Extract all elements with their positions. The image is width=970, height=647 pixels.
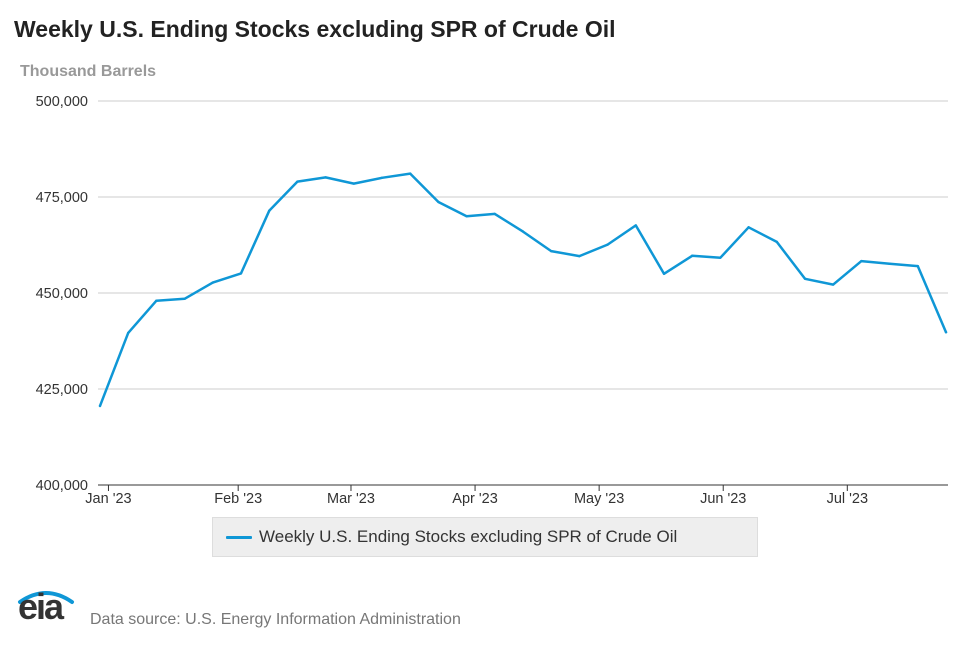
data-point [127, 331, 130, 335]
data-point [183, 297, 186, 300]
data-point [803, 277, 807, 280]
chart-title: Weekly U.S. Ending Stocks excluding SPR … [14, 16, 616, 42]
legend[interactable]: Weekly U.S. Ending Stocks excluding SPR … [212, 517, 758, 557]
legend-item-label[interactable]: Weekly U.S. Ending Stocks excluding SPR … [259, 527, 678, 546]
data-point [719, 256, 722, 259]
eia-logo-icon [18, 591, 74, 604]
y-tick-label: 400,000 [36, 478, 88, 494]
data-point [211, 281, 214, 284]
data-point [578, 254, 581, 258]
y-tick-label: 475,000 [36, 190, 88, 206]
x-tick-label: Feb '23 [214, 491, 262, 507]
data-point [832, 283, 835, 286]
data-point [268, 209, 271, 213]
y-axis-ticks: 400,000 425,000 450,000 475,000 500,000 [36, 94, 88, 494]
data-point [296, 180, 299, 183]
x-tick-label: May '23 [574, 491, 624, 507]
data-point [691, 254, 694, 257]
data-point [380, 176, 384, 179]
data-point [239, 272, 243, 275]
data-point [888, 262, 891, 266]
data-point [98, 404, 102, 408]
data-point [155, 299, 158, 302]
data-point [606, 243, 609, 246]
x-tick-label: Jun '23 [700, 491, 746, 507]
data-point [775, 240, 778, 244]
x-tick-label: Apr '23 [452, 491, 498, 507]
x-tick-label: Mar '23 [327, 491, 375, 507]
data-point [860, 259, 863, 263]
legend-swatch [226, 536, 252, 539]
gridlines [98, 100, 948, 486]
series-line [98, 172, 948, 408]
data-point [352, 182, 355, 185]
y-tick-label: 500,000 [36, 94, 88, 110]
data-point [324, 176, 327, 179]
data-point [747, 226, 750, 229]
data-point [493, 212, 496, 216]
data-point [465, 215, 468, 218]
data-point [521, 230, 525, 233]
data-point [944, 330, 948, 334]
y-tick-label: 425,000 [36, 382, 88, 398]
x-tick-label: Jan '23 [85, 491, 131, 507]
y-axis-unit-label: Thousand Barrels [20, 63, 157, 80]
data-point [662, 272, 666, 275]
y-tick-label: 450,000 [36, 286, 88, 302]
eia-logo-text: eia [18, 586, 64, 627]
series-layer [98, 172, 948, 408]
data-point [916, 264, 919, 268]
data-point [634, 224, 637, 227]
data-source-note: Data source: U.S. Energy Information Adm… [90, 611, 461, 628]
x-tick-label: Jul '23 [827, 491, 868, 507]
data-point [409, 172, 412, 175]
data-point [437, 200, 440, 204]
data-point [550, 249, 553, 253]
x-axis: Jan '23 Feb '23 Mar '23 Apr '23 May '23 Jun '… [85, 485, 868, 507]
